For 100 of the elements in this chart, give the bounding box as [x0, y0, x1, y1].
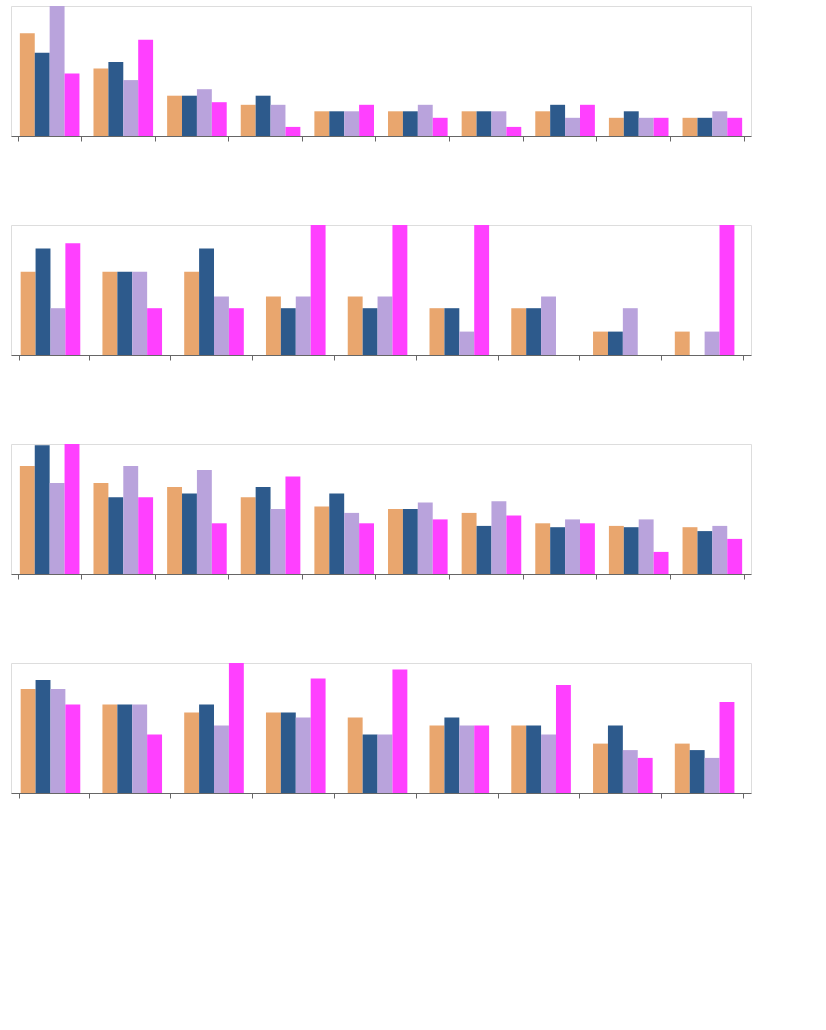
bar [511, 725, 527, 793]
bar [388, 509, 403, 574]
bar [167, 486, 183, 574]
bar [474, 225, 490, 355]
bar [682, 117, 698, 136]
bar [214, 725, 229, 793]
bar [459, 725, 475, 793]
bar [392, 669, 408, 793]
bar [417, 502, 433, 574]
bar [402, 509, 418, 574]
bar [123, 466, 139, 574]
bar [565, 117, 580, 136]
bar [255, 486, 271, 574]
bar [362, 308, 378, 355]
bar [93, 483, 109, 574]
bar [132, 704, 148, 793]
bar [270, 104, 286, 136]
bar [697, 117, 713, 136]
bar [280, 308, 296, 355]
bar [653, 117, 669, 136]
bar [240, 104, 256, 136]
bar [541, 734, 556, 793]
bar [295, 717, 311, 793]
bar [20, 271, 36, 355]
bar [623, 111, 639, 136]
bar [674, 331, 690, 355]
bar [182, 493, 197, 574]
bar [506, 515, 522, 574]
bar [608, 117, 624, 136]
bar [347, 717, 363, 793]
bar [265, 712, 281, 793]
bar [579, 104, 595, 136]
bar [167, 95, 183, 136]
bar [123, 80, 139, 136]
bar [526, 308, 542, 355]
bar [607, 725, 623, 793]
bar [593, 331, 608, 355]
bar [329, 493, 345, 574]
bar [461, 512, 477, 574]
bar [535, 523, 551, 574]
bar [704, 757, 720, 793]
bar [637, 757, 653, 793]
bar [461, 111, 477, 136]
bar [49, 483, 65, 574]
bar [432, 519, 448, 574]
bar [196, 89, 212, 136]
bar [285, 126, 301, 136]
bar [550, 527, 566, 574]
bar [347, 296, 363, 355]
bar [682, 527, 698, 574]
bar [20, 689, 36, 793]
bar [314, 506, 330, 574]
bar [608, 525, 624, 574]
bar [64, 444, 80, 574]
bar [310, 225, 326, 355]
bar [34, 445, 50, 574]
bar [674, 743, 690, 793]
bar [35, 248, 51, 355]
bar [65, 704, 81, 793]
bar [211, 102, 227, 136]
bar [638, 117, 654, 136]
bar [476, 525, 492, 574]
bar [138, 39, 154, 136]
bar [50, 308, 66, 355]
bar [555, 685, 571, 793]
bar [622, 750, 638, 793]
bar [444, 308, 460, 355]
bar [444, 717, 460, 793]
bar [476, 111, 492, 136]
bar [417, 104, 433, 136]
bar [344, 111, 360, 136]
bar [719, 225, 735, 355]
bar [359, 104, 374, 136]
bar [719, 702, 735, 793]
bar [147, 308, 163, 355]
bar [182, 95, 197, 136]
bar [49, 6, 65, 136]
bar [697, 531, 713, 574]
bar [402, 111, 418, 136]
bar [429, 725, 445, 793]
bar [211, 523, 227, 574]
bar [280, 712, 296, 793]
bar [102, 271, 118, 355]
bar [704, 331, 720, 355]
bar [491, 111, 507, 136]
bar [64, 73, 80, 136]
bar [459, 331, 475, 355]
bar [727, 538, 743, 574]
bar [102, 704, 118, 793]
bar [607, 331, 623, 355]
bar [108, 497, 124, 574]
bar [535, 111, 551, 136]
bar [541, 296, 556, 355]
bar [491, 501, 507, 574]
bar [295, 296, 311, 355]
bar [132, 271, 148, 355]
bar [429, 308, 445, 355]
bar [19, 466, 35, 574]
bar [506, 126, 522, 136]
bar [314, 111, 330, 136]
